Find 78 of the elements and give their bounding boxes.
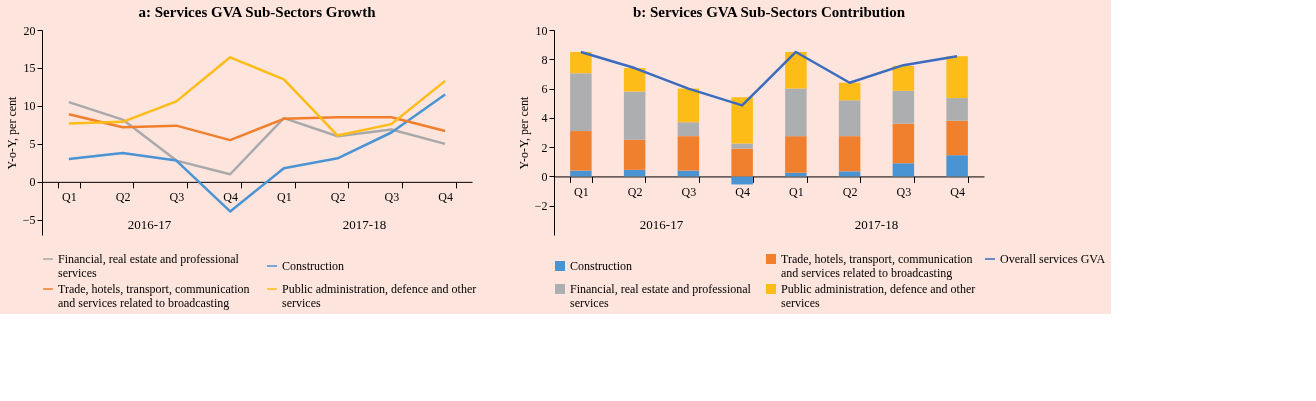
bar xyxy=(946,98,968,121)
bar xyxy=(838,82,861,101)
bar xyxy=(623,91,646,140)
bar xyxy=(731,143,753,149)
legend-label: Public administration, defence and other services xyxy=(781,282,976,310)
bar xyxy=(838,136,861,172)
annotation: 2016-17 xyxy=(127,217,172,232)
y-tick-label: 0 xyxy=(29,175,36,190)
legend-label: Overall services GVA xyxy=(1000,252,1106,266)
bar xyxy=(570,131,592,171)
annotation: 2017-18 xyxy=(342,217,387,232)
y-tick-label: 5 xyxy=(29,137,36,152)
annotation: 2017-18 xyxy=(854,217,899,232)
bar xyxy=(838,100,861,137)
y-axis-title: Y-o-Y, per cent xyxy=(4,95,19,170)
line-series xyxy=(67,100,447,176)
line-series xyxy=(579,50,959,107)
bar xyxy=(946,155,968,177)
annotation: 2016-17 xyxy=(639,217,684,232)
line-series xyxy=(67,113,447,142)
x-tick-label: Q3 xyxy=(169,190,185,205)
bar xyxy=(785,88,807,137)
bar xyxy=(570,51,592,74)
x-tick-label: Q3 xyxy=(896,184,912,199)
legend-label: Public administration, defence and other services xyxy=(282,282,477,310)
x-tick-label: Q1 xyxy=(62,190,77,205)
legend-label: Trade, hotels, transport, communication and services related to broadcasting xyxy=(781,252,973,280)
bar xyxy=(677,122,700,137)
x-tick-label: Q2 xyxy=(627,184,643,199)
legend-label: Trade, hotels, transport, communication and services related to broadcasting xyxy=(58,282,250,310)
y-tick-label: 6 xyxy=(541,82,548,97)
x-tick-label: Q2 xyxy=(115,190,131,205)
bar xyxy=(570,73,592,132)
y-tick-label: −2 xyxy=(534,199,548,214)
y-tick-label: 0 xyxy=(541,169,548,184)
bar xyxy=(892,65,915,91)
x-tick-label: Q4 xyxy=(438,190,453,205)
x-tick-label: Q4 xyxy=(735,184,750,199)
x-tick-label: Q3 xyxy=(384,190,400,205)
bar xyxy=(731,97,753,144)
x-tick-label: Q1 xyxy=(789,184,804,199)
chart-title: a: Services GVA Sub-Sectors Growth xyxy=(138,4,377,20)
legend-label: Construction xyxy=(570,259,632,273)
x-tick-label: Q1 xyxy=(277,190,292,205)
bar xyxy=(838,171,861,177)
y-tick-label: 20 xyxy=(23,23,36,38)
bar xyxy=(946,56,968,99)
y-tick-label: 15 xyxy=(23,61,36,76)
bar xyxy=(946,120,968,156)
bar xyxy=(892,163,915,177)
x-tick-label: Q4 xyxy=(950,184,965,199)
x-tick-label: Q3 xyxy=(681,184,697,199)
legend-label: Financial, real estate and professional services xyxy=(58,252,240,280)
bar xyxy=(785,136,807,173)
bar xyxy=(731,176,753,185)
y-tick-label: 10 xyxy=(23,99,36,114)
y-tick-label: 10 xyxy=(535,23,548,38)
y-tick-label: 4 xyxy=(541,111,548,126)
x-tick-label: Q2 xyxy=(842,184,858,199)
bar xyxy=(677,88,700,123)
legend-label: Construction xyxy=(282,259,344,273)
bar xyxy=(623,68,646,92)
bar xyxy=(677,136,700,171)
x-tick-label: Q1 xyxy=(574,184,589,199)
y-tick-label: 8 xyxy=(541,52,548,67)
bar xyxy=(892,123,915,164)
bar xyxy=(785,51,807,89)
y-axis-title: Y-o-Y, per cent xyxy=(516,95,531,170)
y-tick-label: −5 xyxy=(22,213,36,228)
chart-title: b: Services GVA Sub-Sectors Contribution xyxy=(632,4,906,20)
bar xyxy=(623,139,646,170)
bar xyxy=(892,90,915,124)
line-series xyxy=(67,56,447,137)
bar xyxy=(731,148,753,177)
y-tick-label: 2 xyxy=(541,140,548,155)
x-tick-label: Q4 xyxy=(223,190,238,205)
legend-label: Financial, real estate and professional services xyxy=(570,282,752,310)
x-tick-label: Q2 xyxy=(330,190,346,205)
